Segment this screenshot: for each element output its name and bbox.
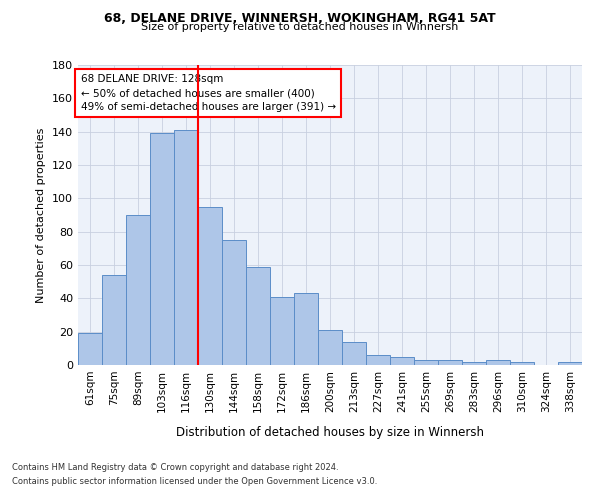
Text: 68 DELANE DRIVE: 128sqm
← 50% of detached houses are smaller (400)
49% of semi-d: 68 DELANE DRIVE: 128sqm ← 50% of detache… bbox=[80, 74, 335, 112]
Bar bbox=[510, 362, 534, 365]
Text: Size of property relative to detached houses in Winnersh: Size of property relative to detached ho… bbox=[142, 22, 458, 32]
Bar bbox=[150, 134, 174, 365]
Bar bbox=[462, 362, 486, 365]
Bar bbox=[366, 355, 390, 365]
Bar bbox=[342, 342, 366, 365]
Bar bbox=[246, 266, 270, 365]
Bar bbox=[486, 360, 510, 365]
Bar bbox=[174, 130, 198, 365]
Bar bbox=[390, 356, 414, 365]
Bar bbox=[558, 362, 582, 365]
Bar bbox=[438, 360, 462, 365]
Bar bbox=[126, 215, 150, 365]
Bar bbox=[222, 240, 246, 365]
Bar bbox=[294, 294, 318, 365]
Bar bbox=[78, 334, 102, 365]
Y-axis label: Number of detached properties: Number of detached properties bbox=[37, 128, 46, 302]
Bar bbox=[198, 206, 222, 365]
Text: Distribution of detached houses by size in Winnersh: Distribution of detached houses by size … bbox=[176, 426, 484, 439]
Bar bbox=[102, 275, 126, 365]
Bar bbox=[414, 360, 438, 365]
Text: Contains public sector information licensed under the Open Government Licence v3: Contains public sector information licen… bbox=[12, 477, 377, 486]
Bar bbox=[318, 330, 342, 365]
Text: Contains HM Land Registry data © Crown copyright and database right 2024.: Contains HM Land Registry data © Crown c… bbox=[12, 464, 338, 472]
Text: 68, DELANE DRIVE, WINNERSH, WOKINGHAM, RG41 5AT: 68, DELANE DRIVE, WINNERSH, WOKINGHAM, R… bbox=[104, 12, 496, 26]
Bar bbox=[270, 296, 294, 365]
